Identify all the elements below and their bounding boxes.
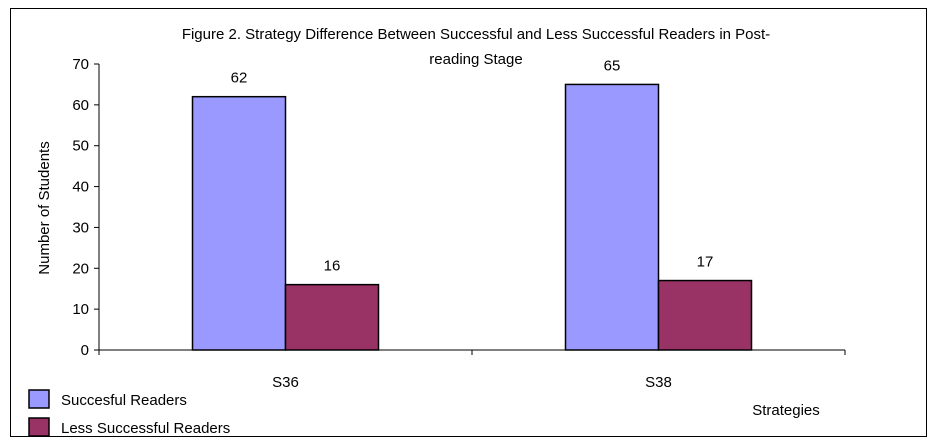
y-tick-label: 40 [72, 179, 89, 196]
legend-label: Less Successful Readers [61, 420, 230, 437]
legend: Succesful Readers Less Successful Readers [28, 389, 230, 437]
legend-label: Succesful Readers [61, 392, 187, 409]
y-tick-label: 60 [72, 97, 89, 114]
chart-frame [10, 8, 927, 437]
x-tick-label: S36 [272, 374, 299, 391]
data-label: 16 [324, 258, 341, 275]
plot-area: 0 10 20 30 40 50 60 70 62 16 S36 65 17 S38 [72, 56, 846, 391]
x-axis-label: Strategies [752, 402, 820, 419]
y-tick-label: 0 [81, 342, 89, 359]
bar [284, 283, 380, 351]
y-tick-label: 70 [72, 56, 89, 73]
x-tick-label: S38 [645, 374, 672, 391]
chart-title-line-1: Figure 2. Strategy Difference Between Su… [182, 26, 770, 43]
y-tick-label: 20 [72, 260, 89, 277]
chart-title-line-2: reading Stage [429, 51, 522, 68]
legend-swatch [28, 389, 50, 409]
data-label: 17 [697, 254, 714, 271]
data-label: 65 [604, 57, 621, 74]
y-axis-label: Number of Students [36, 141, 53, 274]
legend-swatch [28, 417, 50, 437]
data-label: 62 [231, 70, 248, 87]
y-tick-label: 50 [72, 138, 89, 155]
y-tick-label: 30 [72, 219, 89, 236]
bar [657, 279, 753, 351]
bar [191, 95, 287, 351]
bar [564, 83, 660, 351]
y-tick-label: 10 [72, 301, 89, 318]
